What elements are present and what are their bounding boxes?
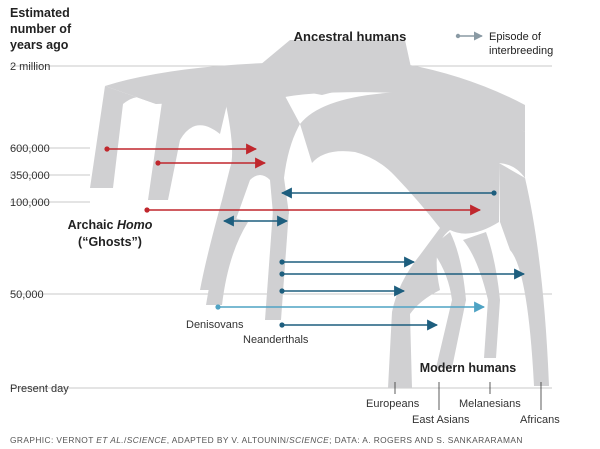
episode-arrow-red-600k <box>104 143 258 155</box>
legend-dot-icon <box>455 33 461 39</box>
tick-label-350000: 350,000 <box>10 170 50 182</box>
label-denisovans: Denisovans <box>186 319 244 331</box>
y-axis-title-line-2: number of <box>10 22 72 36</box>
melanesian-stem <box>463 232 500 358</box>
ghost-lineage-outer <box>90 86 156 188</box>
label-europeans: Europeans <box>366 398 420 410</box>
modern-branch <box>300 92 525 388</box>
y-axis-title-line-1: Estimated <box>10 6 70 20</box>
tick-label-100000: 100,000 <box>10 197 50 209</box>
label-east-asians: East Asians <box>412 414 470 426</box>
modern-humans-label: Modern humans <box>420 361 517 375</box>
branch-labels: Denisovans Neanderthals Europeans East A… <box>186 319 560 426</box>
tree-crown <box>105 62 525 132</box>
archaic-label-prefix: Archaic <box>68 218 117 232</box>
archaic-homo-label: Archaic Homo (“Ghosts”) <box>68 218 153 249</box>
graphic-credit: GRAPHIC: VERNOT ET AL./SCIENCE, ADAPTED … <box>10 435 523 445</box>
legend: Episode of interbreeding <box>455 31 553 57</box>
label-melanesians: Melanesians <box>459 398 521 410</box>
episode-arrow-teal-2 <box>279 268 526 280</box>
label-neanderthals: Neanderthals <box>243 334 309 346</box>
label-africans: Africans <box>520 414 560 426</box>
episode-arrow-light-denisovan-to-melanesian <box>215 301 486 313</box>
ancestral-tree <box>90 40 549 388</box>
svg-text:Archaic Homo: Archaic Homo <box>68 218 153 232</box>
legend-label-line-1: Episode of <box>489 31 542 43</box>
tick-label-present-day: Present day <box>10 383 69 395</box>
episode-arrow-teal-1 <box>279 256 416 268</box>
diagram-title: Ancestral humans <box>294 29 407 44</box>
archaic-label-genus: Homo <box>117 218 153 232</box>
arrow-origin-dot <box>215 304 221 310</box>
episode-arrow-teal-modern-to-neanderthal <box>280 187 497 199</box>
arrow-origin-dot <box>279 271 285 277</box>
denisovan-stem <box>206 218 248 305</box>
archaic-label-ghosts: (“Ghosts”) <box>78 235 142 249</box>
arrow-origin-dot <box>491 190 497 196</box>
ghost-lineage-inner <box>148 100 228 200</box>
neanderthal-stem <box>265 210 289 320</box>
episode-arrow-teal-3 <box>279 285 406 297</box>
arrow-origin-dot <box>279 322 285 328</box>
tick-label-2-million: 2 million <box>10 61 50 73</box>
arrow-origin-dot <box>279 259 285 265</box>
tick-label-600000: 600,000 <box>10 143 50 155</box>
legend-label-line-2: interbreeding <box>489 45 553 57</box>
episode-arrow-red-100k <box>144 204 482 216</box>
arrow-origin-dot <box>279 288 285 294</box>
arrow-origin-dot <box>144 207 150 213</box>
y-axis-title-line-3: years ago <box>10 38 69 52</box>
tick-label-50000: 50,000 <box>10 289 44 301</box>
arrow-origin-dot <box>104 146 110 152</box>
interbreeding-arrows <box>104 143 526 331</box>
episode-arrow-teal-4 <box>279 319 439 331</box>
y-axis: Estimated number of years ago 2 million … <box>10 6 72 395</box>
arrow-origin-dot <box>155 160 161 166</box>
eastasian-stem <box>430 232 466 368</box>
episode-arrow-red-450k <box>155 157 267 169</box>
